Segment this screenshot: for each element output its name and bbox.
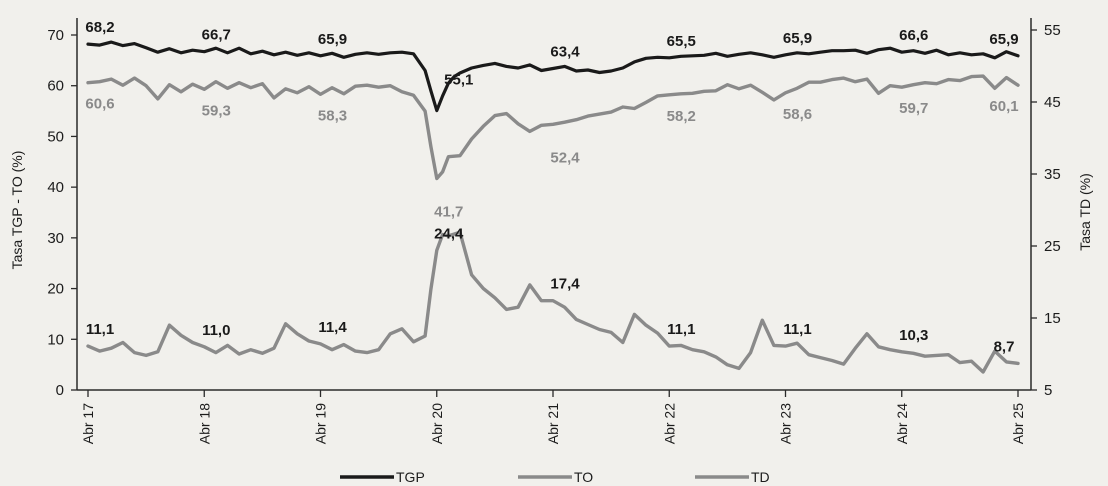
x-tick-label: Abr 19 xyxy=(313,403,329,444)
data-label-td: 11,1 xyxy=(667,321,695,338)
data-label-tgp: 65,9 xyxy=(783,30,812,47)
left-tick-label: 50 xyxy=(47,128,64,145)
axes xyxy=(76,18,1032,391)
data-label-to: 41,7 xyxy=(434,204,463,221)
data-label-td: 24,4 xyxy=(434,225,464,242)
legend-label-tgp: TGP xyxy=(396,469,425,485)
data-label-td: 17,4 xyxy=(550,276,580,293)
data-label-tgp: 63,4 xyxy=(550,43,580,60)
left-y-ticks: 0 10 20 30 40 50 60 70 xyxy=(47,27,77,399)
series-line-tgp xyxy=(86,40,1020,113)
right-y-ticks: 5 15 25 35 45 55 xyxy=(1031,22,1061,399)
x-tick-label: Abr 17 xyxy=(80,403,96,444)
right-axis-title: Tasa TD (%) xyxy=(1077,173,1093,251)
series-line-to xyxy=(86,74,1020,181)
x-tick-label: Abr 20 xyxy=(429,403,445,444)
x-tick-label: Abr 25 xyxy=(1010,403,1026,444)
left-tick-label: 0 xyxy=(56,382,64,399)
data-label-to: 59,3 xyxy=(202,102,231,119)
data-label-tgp: 68,2 xyxy=(85,19,114,36)
legend-label-to: TO xyxy=(574,469,593,485)
data-label-tgp: 65,9 xyxy=(318,31,347,48)
data-label-to: 60,6 xyxy=(85,96,114,113)
data-label-tgp: 65,9 xyxy=(989,31,1018,48)
x-tick-label: Abr 24 xyxy=(894,403,910,444)
x-tick-label: Abr 21 xyxy=(545,403,561,444)
right-tick-label: 25 xyxy=(1044,238,1061,255)
data-label-td: 11,1 xyxy=(86,321,114,338)
left-tick-label: 20 xyxy=(47,281,64,298)
right-tick-label: 35 xyxy=(1044,166,1061,183)
data-label-tgp: 55,1 xyxy=(444,72,473,89)
data-label-td: 11,1 xyxy=(783,321,811,338)
left-tick-label: 10 xyxy=(47,331,64,348)
right-tick-label: 15 xyxy=(1044,310,1061,327)
left-tick-label: 30 xyxy=(47,230,64,247)
left-axis-title: Tasa TGP - TO (%) xyxy=(9,151,25,270)
legend-label-td: TD xyxy=(751,469,770,485)
data-label-to: 60,1 xyxy=(989,98,1018,115)
data-label-td: 11,4 xyxy=(318,319,347,336)
x-tick-label: Abr 18 xyxy=(196,403,212,444)
data-label-td: 11,0 xyxy=(202,322,230,339)
left-tick-label: 40 xyxy=(47,179,64,196)
left-tick-label: 70 xyxy=(47,27,64,44)
data-label-td: 10,3 xyxy=(899,327,928,344)
data-label-to: 58,2 xyxy=(667,108,696,125)
data-label-to: 58,6 xyxy=(783,106,812,123)
data-label-td: 8,7 xyxy=(994,338,1015,355)
data-label-tgp: 66,7 xyxy=(202,27,231,44)
data-label-to: 59,7 xyxy=(899,100,928,117)
x-ticks: Abr 17 Abr 18 Abr 19 Abr 20 Abr 21 Abr 22 Abr … xyxy=(80,390,1026,444)
data-label-tgp: 66,6 xyxy=(899,27,928,44)
x-tick-label: Abr 22 xyxy=(661,403,677,444)
left-tick-label: 60 xyxy=(47,78,64,95)
right-tick-label: 45 xyxy=(1044,94,1061,111)
data-labels: 68,2 66,7 65,9 55,1 63,4 65,5 65,9 66,6 65,9 60,6… xyxy=(85,19,1018,355)
right-tick-label: 5 xyxy=(1044,382,1052,399)
data-label-tgp: 65,5 xyxy=(667,33,696,50)
series-line-td xyxy=(86,230,1020,374)
x-tick-label: Abr 23 xyxy=(778,403,794,444)
data-label-to: 58,3 xyxy=(318,107,347,124)
data-label-to: 52,4 xyxy=(550,149,580,166)
series-lines xyxy=(86,40,1020,374)
right-tick-label: 55 xyxy=(1044,22,1061,39)
legend: TGP TO TD xyxy=(340,469,770,485)
